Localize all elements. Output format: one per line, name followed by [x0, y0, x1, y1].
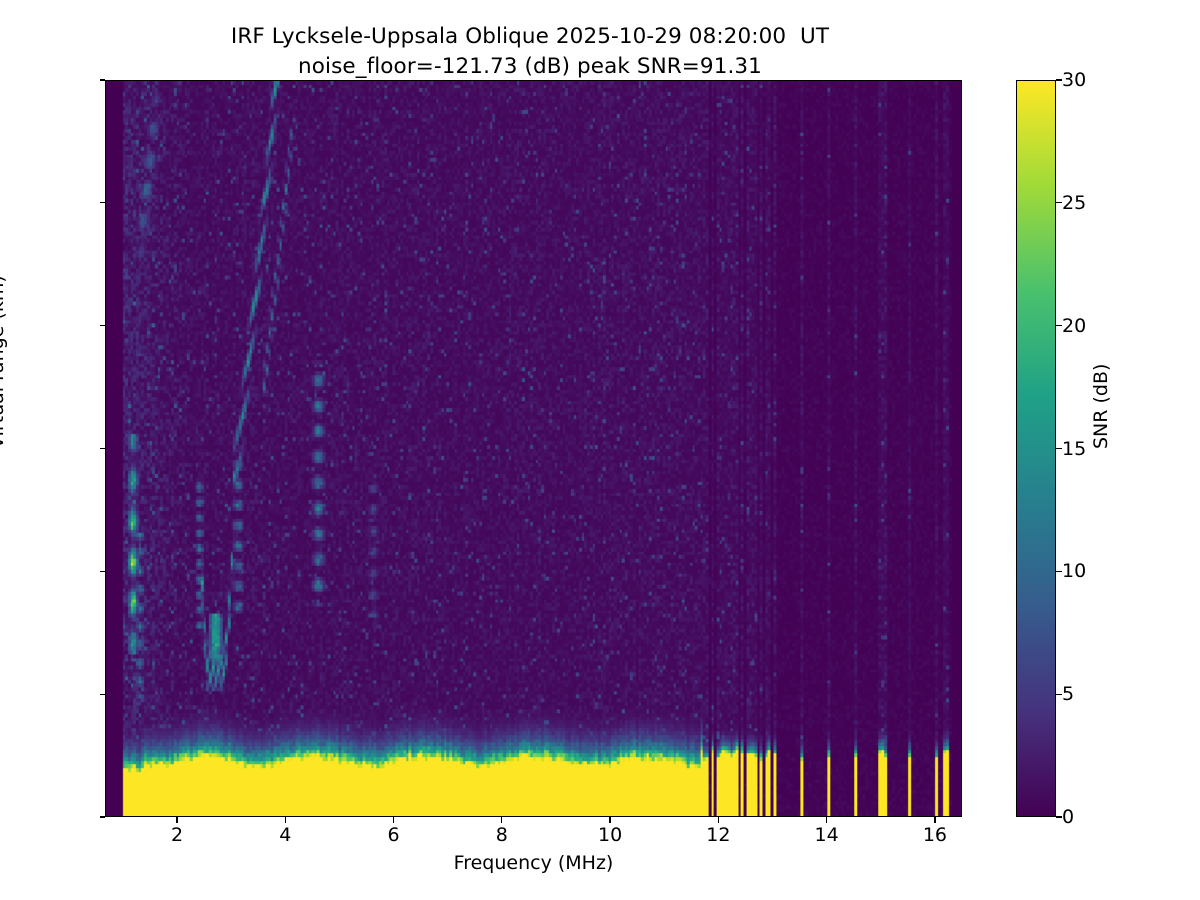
y-tick-mark [99, 202, 105, 204]
y-tick-mark [99, 79, 105, 81]
x-tick-mark [501, 817, 503, 823]
colorbar-tick-label: 20 [1062, 314, 1087, 337]
x-tick-mark [934, 817, 936, 823]
x-tick-label: 6 [387, 824, 400, 846]
x-tick-label: 10 [598, 824, 623, 846]
colorbar [1016, 80, 1056, 817]
y-tick-mark [99, 816, 105, 818]
x-tick-mark [826, 817, 828, 823]
x-tick-label: 2 [170, 824, 184, 846]
colorbar-tick-label: 30 [1062, 69, 1087, 91]
colorbar-tick-mark [1056, 447, 1062, 450]
x-tick-label: 4 [279, 824, 292, 846]
colorbar-tick-mark [1056, 79, 1062, 81]
colorbar-tick-label: 15 [1062, 437, 1087, 460]
x-tick-mark [284, 817, 286, 823]
ionogram-heatmap-canvas [106, 81, 961, 816]
colorbar-tick-mark [1056, 816, 1062, 818]
x-tick-mark [392, 817, 395, 823]
colorbar-tick-label: 25 [1062, 191, 1087, 214]
y-axis-label: Virtual range (km) [0, 275, 8, 449]
colorbar-tick-mark [1056, 570, 1062, 572]
figure-title: IRF Lycksele-Uppsala Oblique 2025-10-29 … [0, 22, 1060, 82]
y-tick-mark [99, 325, 105, 327]
figure-title-line-1: IRF Lycksele-Uppsala Oblique 2025-10-29 … [230, 24, 830, 49]
ionogram-plot-area [105, 80, 962, 817]
colorbar-tick-mark [1056, 202, 1062, 204]
y-tick-mark [99, 693, 105, 695]
x-tick-label: 14 [814, 824, 839, 846]
x-tick-mark [176, 817, 178, 823]
y-tick-mark [99, 447, 105, 450]
colorbar-gradient [1017, 81, 1055, 816]
colorbar-tick-label: 10 [1062, 560, 1087, 583]
colorbar-tick-label: 5 [1062, 683, 1075, 706]
x-tick-mark [717, 817, 720, 823]
x-tick-label: 16 [922, 824, 948, 846]
y-tick-mark [99, 570, 105, 572]
x-axis-label: Frequency (MHz) [453, 852, 614, 874]
colorbar-tick-label: 0 [1062, 806, 1075, 828]
x-tick-label: 8 [495, 824, 508, 846]
x-tick-label: 12 [706, 824, 731, 846]
colorbar-label: SNR (dB) [1090, 363, 1112, 449]
colorbar-tick-mark [1056, 325, 1062, 327]
colorbar-tick-mark [1056, 693, 1062, 695]
x-tick-mark [609, 817, 611, 823]
figure-title-line-2: noise_floor=-121.73 (dB) peak SNR=91.31 [298, 54, 762, 79]
